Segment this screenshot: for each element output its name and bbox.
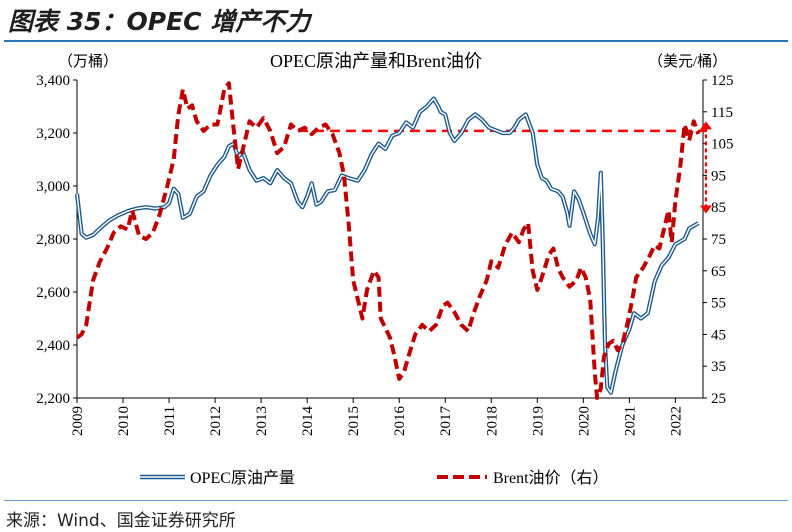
y-right-tick-label: 125 — [711, 73, 734, 89]
axes: 2,200 2,400 2,600 2,800 3,000 3,200 3,400 25 35 4… — [36, 73, 733, 436]
y-left-tick-label: 3,400 — [36, 73, 70, 89]
x-tick-label: 2013 — [254, 406, 270, 436]
range-arrow-up — [700, 121, 712, 130]
chart-title: OPEC原油产量和Brent油价 — [270, 51, 482, 71]
y-right-tick-label: 115 — [711, 105, 733, 121]
y-right-tick-label: 25 — [711, 391, 726, 407]
legend-label-brent: Brent油价（右） — [493, 469, 609, 487]
x-tick-label: 2015 — [346, 406, 362, 436]
x-tick-label: 2010 — [116, 406, 132, 436]
series-group — [74, 81, 701, 400]
legend: OPEC原油产量 Brent油价（右） — [140, 469, 609, 487]
y-left-tick-label: 2,600 — [36, 285, 70, 301]
y-right-tick-label: 105 — [711, 137, 734, 153]
y-right-tick-label: 55 — [711, 296, 726, 312]
x-tick-label: 2021 — [622, 406, 638, 436]
y-left-tick-label: 2,400 — [36, 338, 70, 354]
x-tick-label: 2016 — [392, 406, 408, 437]
y-right-tick-label: 95 — [711, 168, 726, 184]
figure-title: 图表 35：OPEC 增产不力 — [8, 7, 311, 36]
y-left-tick-label: 3,200 — [36, 126, 70, 142]
x-tick-label: 2014 — [300, 406, 316, 437]
series-opec-line-inner — [76, 97, 699, 394]
reference-group — [297, 121, 712, 214]
x-tick-label: 2011 — [162, 406, 178, 435]
y-left-unit: （万桶） — [58, 53, 118, 70]
y-right-tick-label: 85 — [711, 200, 726, 216]
x-tick-label: 2009 — [70, 406, 86, 436]
y-right-tick-label: 65 — [711, 264, 726, 280]
x-tick-label: 2012 — [208, 406, 224, 436]
x-tick-label: 2022 — [668, 406, 684, 436]
y-right-tick-label: 35 — [711, 359, 726, 375]
y-right-tick-label: 75 — [711, 232, 726, 248]
x-tick-label: 2019 — [530, 406, 546, 436]
range-arrow-down — [700, 205, 712, 214]
y-left-tick-label: 3,000 — [36, 179, 70, 195]
y-left-tick-label: 2,200 — [36, 391, 70, 407]
x-tick-label: 2018 — [484, 406, 500, 436]
legend-label-opec: OPEC原油产量 — [190, 469, 295, 487]
y-right-unit: （美元/桶） — [648, 53, 727, 70]
y-left-tick-label: 2,800 — [36, 232, 70, 248]
y-right-tick-label: 45 — [711, 327, 726, 343]
top-rule — [4, 40, 788, 42]
source-note: 来源：Wind、国金证券研究所 — [6, 511, 236, 531]
x-tick-label: 2017 — [438, 406, 454, 437]
bottom-rule — [4, 500, 788, 501]
x-tick-label: 2020 — [576, 406, 592, 436]
series-brent-line — [75, 81, 701, 400]
